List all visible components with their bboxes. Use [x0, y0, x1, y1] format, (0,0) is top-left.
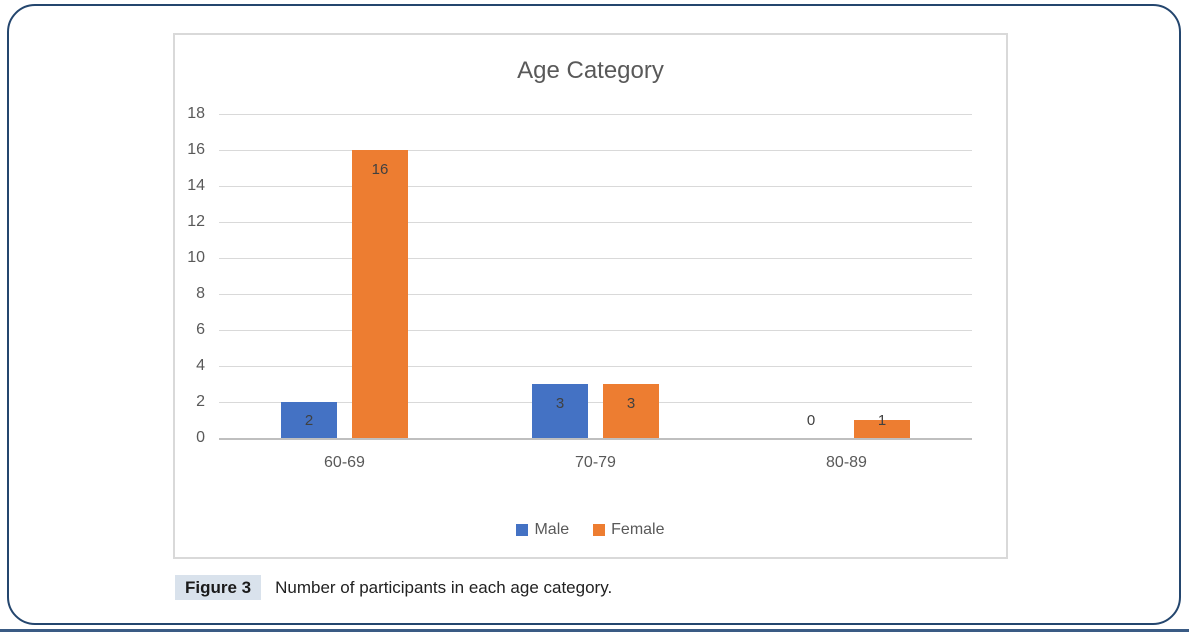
- figure-label: Figure 3: [175, 575, 262, 600]
- chart-legend: Male Female: [175, 521, 1006, 539]
- y-tick-label: 10: [187, 249, 205, 266]
- gridline: [219, 222, 972, 223]
- chart-title: Age Category: [517, 57, 664, 84]
- x-axis-line: [219, 438, 972, 440]
- bar-female: [352, 150, 408, 438]
- y-tick-label: 14: [187, 177, 205, 194]
- data-label: 2: [304, 412, 314, 429]
- data-label: 1: [877, 412, 887, 429]
- y-tick-label: 2: [196, 393, 205, 410]
- bar-male: [532, 384, 588, 438]
- gridline: [219, 366, 972, 367]
- data-label: 16: [371, 161, 389, 178]
- legend-label: Female: [611, 521, 665, 538]
- x-tick-label: 60-69: [324, 454, 365, 471]
- legend-swatch-female: [593, 524, 606, 536]
- gridline: [219, 186, 972, 187]
- x-tick-label: 80-89: [826, 454, 867, 471]
- gridline: [219, 294, 972, 295]
- y-tick-label: 12: [187, 213, 205, 230]
- bar-female: [603, 384, 659, 438]
- gridline: [219, 402, 972, 403]
- y-tick-label: 6: [196, 321, 205, 338]
- gridline: [219, 114, 972, 115]
- page-bottom-rule: [0, 629, 1189, 632]
- gridline: [219, 330, 972, 331]
- y-tick-label: 8: [196, 285, 205, 302]
- chart: Age Category 0 2 4 6 8 10 12 14 16 18 2 3 0 16 3 1 60-69…: [173, 33, 1008, 559]
- bar-female: [854, 420, 910, 438]
- y-tick-label: 0: [196, 429, 205, 446]
- plot-area: 0 2 4 6 8 10 12 14 16 18 2 3 0 16 3 1 60-69 70-79 80-89: [175, 35, 1006, 557]
- data-label: 3: [555, 395, 565, 412]
- legend-item-female: Female: [593, 521, 665, 539]
- y-tick-label: 16: [187, 141, 205, 158]
- y-tick-label: 4: [196, 357, 205, 374]
- gridline: [219, 150, 972, 151]
- bar-male: [281, 402, 337, 438]
- x-tick-label: 70-79: [575, 454, 616, 471]
- data-label: 0: [806, 412, 816, 429]
- legend-label: Male: [534, 521, 570, 538]
- figure-caption: Number of participants in each age categ…: [275, 578, 613, 597]
- y-tick-label: 18: [187, 105, 205, 122]
- figure-caption-row: Figure 3 Number of participants in each …: [175, 575, 612, 600]
- legend-item-male: Male: [516, 521, 569, 539]
- legend-swatch-male: [516, 524, 529, 536]
- gridline: [219, 258, 972, 259]
- data-label: 3: [626, 395, 636, 412]
- figure-frame: [7, 4, 1181, 625]
